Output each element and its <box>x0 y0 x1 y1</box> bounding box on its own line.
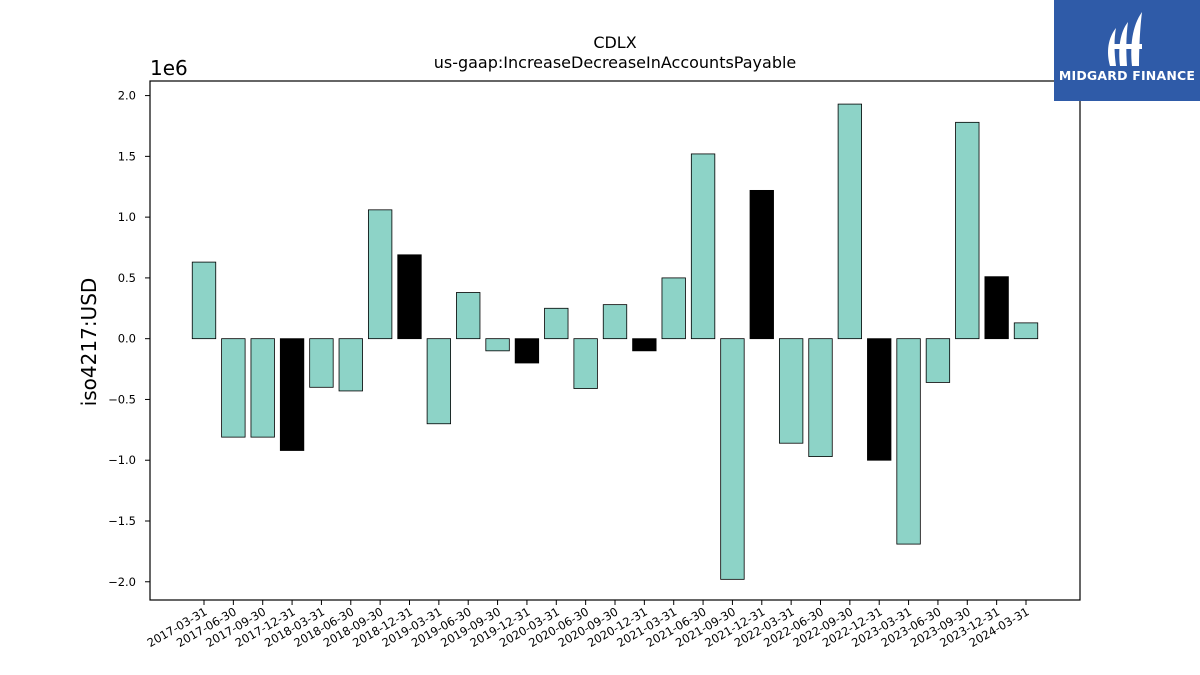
y-tick-label: 0.5 <box>118 271 136 285</box>
logo-text: MIDGARD FINANCE <box>1058 68 1196 83</box>
bar-2020-06-30 <box>573 338 598 389</box>
y-ticks: −2.0 −1.5 −1.0 −0.5 0.0 0.5 1.0 1.5 2.0 <box>108 89 150 589</box>
bar-2021-06-30 <box>690 153 716 340</box>
bar-2023-12-31 <box>984 276 1009 340</box>
bar-2019-03-31 <box>426 338 452 425</box>
bar-2017-06-30 <box>221 338 246 438</box>
bar-2019-09-30 <box>485 338 510 352</box>
y-tick-label: 1.0 <box>118 210 136 224</box>
logo-mark-icon <box>1108 12 1142 66</box>
bar-2017-12-31 <box>279 338 305 451</box>
y-offset-label: 1e6 <box>150 56 188 80</box>
y-tick-label: −1.5 <box>108 514 136 528</box>
chart-subtitle: us-gaap:IncreaseDecreaseInAccountsPayabl… <box>434 53 797 72</box>
bar-2022-03-31 <box>778 338 804 444</box>
bar-2022-09-30 <box>837 103 863 340</box>
bar-2022-06-30 <box>808 338 833 457</box>
chart-title: CDLX <box>593 33 636 52</box>
plot-frame <box>149 80 1081 601</box>
midgard-finance-logo: MIDGARD FINANCE <box>1054 0 1200 101</box>
bar-2018-09-30 <box>367 209 393 340</box>
y-tick-label: −1.0 <box>108 453 136 467</box>
bar-2021-09-30 <box>720 338 745 580</box>
y-tick-label: 2.0 <box>118 89 136 103</box>
bar-2019-06-30 <box>456 292 481 340</box>
y-axis-label: iso4217:USD <box>77 278 101 407</box>
bar-2018-06-30 <box>338 338 363 392</box>
bar-2020-03-31 <box>544 307 569 340</box>
bar-2023-06-30 <box>925 338 951 383</box>
bar-2023-03-31 <box>896 338 921 545</box>
x-ticks: 2017-03-312017-06-302017-09-302017-12-31… <box>145 600 1032 650</box>
y-tick-label: 0.0 <box>118 332 136 346</box>
y-tick-label: −2.0 <box>108 575 136 589</box>
bar-2020-12-31 <box>632 338 657 352</box>
y-tick-label: −0.5 <box>108 392 136 406</box>
y-tick-label: 1.5 <box>118 149 136 163</box>
bars <box>191 103 1039 580</box>
bar-2017-09-30 <box>250 338 275 438</box>
bar-2018-03-31 <box>309 338 334 388</box>
bar-2022-12-31 <box>867 338 892 461</box>
bar-2020-09-30 <box>602 304 628 340</box>
bar-2017-03-31 <box>191 261 217 340</box>
bar-2024-03-31 <box>1013 322 1039 340</box>
bar-2018-12-31 <box>397 254 422 340</box>
bar-2021-12-31 <box>749 189 774 340</box>
bar-2023-09-30 <box>955 121 980 340</box>
bar-2021-03-31 <box>661 277 686 340</box>
bar-2019-12-31 <box>514 338 540 364</box>
